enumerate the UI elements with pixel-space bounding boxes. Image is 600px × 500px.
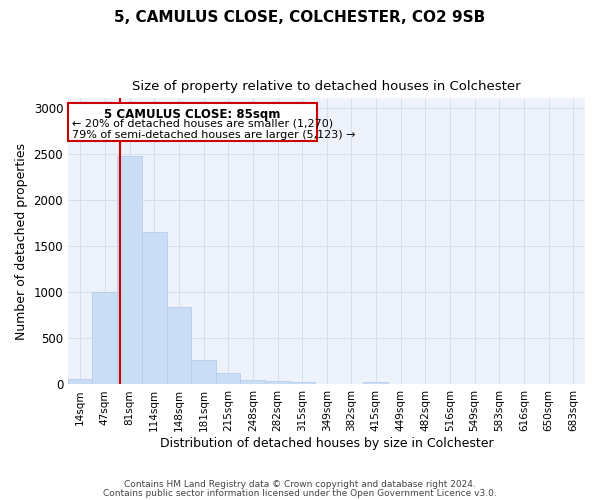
Text: Contains HM Land Registry data © Crown copyright and database right 2024.: Contains HM Land Registry data © Crown c… (124, 480, 476, 489)
Title: Size of property relative to detached houses in Colchester: Size of property relative to detached ho… (132, 80, 521, 93)
Bar (290, 382, 315, 384)
Text: 79% of semi-detached houses are larger (5,123) →: 79% of semi-detached houses are larger (… (73, 130, 356, 140)
Bar (364, 382, 388, 384)
Bar (265, 381, 290, 384)
FancyBboxPatch shape (68, 103, 317, 141)
Y-axis label: Number of detached properties: Number of detached properties (15, 143, 28, 340)
Bar (68, 380, 92, 384)
Bar (241, 380, 265, 384)
Bar (216, 374, 241, 384)
Text: 5 CAMULUS CLOSE: 85sqm: 5 CAMULUS CLOSE: 85sqm (104, 108, 281, 121)
Text: 5, CAMULUS CLOSE, COLCHESTER, CO2 9SB: 5, CAMULUS CLOSE, COLCHESTER, CO2 9SB (115, 10, 485, 25)
Text: ← 20% of detached houses are smaller (1,270): ← 20% of detached houses are smaller (1,… (73, 118, 334, 128)
Bar (167, 307, 191, 384)
X-axis label: Distribution of detached houses by size in Colchester: Distribution of detached houses by size … (160, 437, 493, 450)
Bar (142, 232, 167, 384)
Text: Contains public sector information licensed under the Open Government Licence v3: Contains public sector information licen… (103, 489, 497, 498)
Bar (92, 292, 118, 384)
Bar (191, 360, 216, 384)
Bar (118, 156, 142, 384)
